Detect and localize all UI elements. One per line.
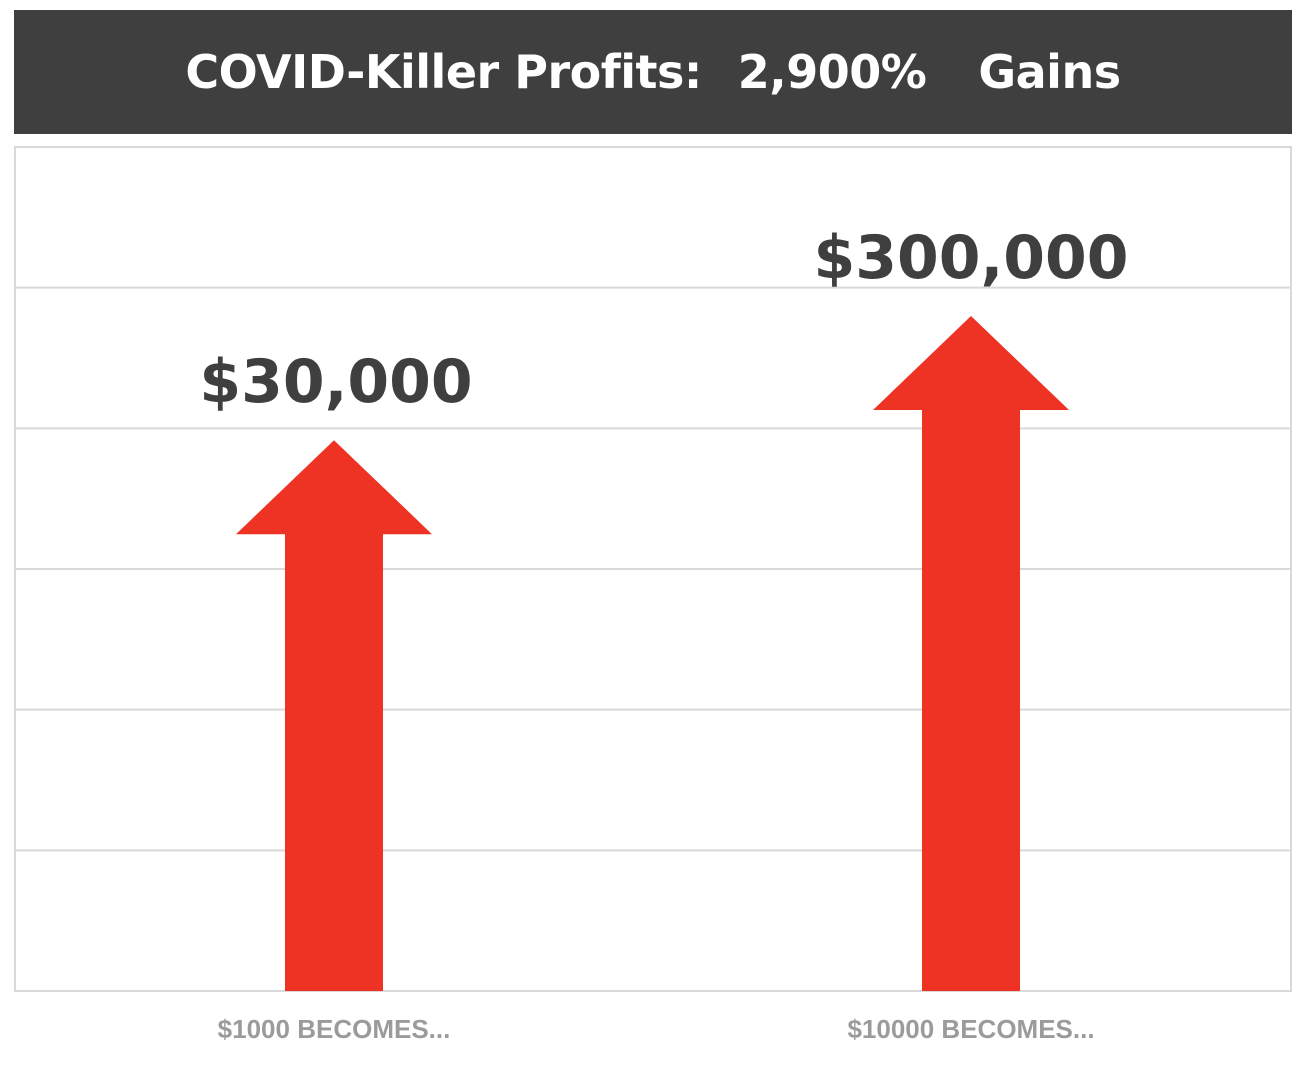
chart-title-bar: COVID-Killer Profits: 2,900% Gains (14, 10, 1292, 134)
chart-title-percent: 2,900% (737, 45, 927, 99)
bar-arrow-1 (236, 440, 432, 991)
chart-title-main: COVID-Killer Profits: (185, 45, 702, 99)
category-label-1: $1000 BECOMES... (218, 1014, 451, 1044)
bar-arrow-2 (873, 316, 1069, 991)
data-label-1: $30,000 (199, 347, 472, 417)
category-label-2: $10000 BECOMES... (847, 1014, 1094, 1044)
data-label-2: $300,000 (813, 223, 1128, 293)
chart-title: COVID-Killer Profits: 2,900% Gains (185, 45, 1121, 99)
chart-title-gains: Gains (978, 45, 1121, 99)
